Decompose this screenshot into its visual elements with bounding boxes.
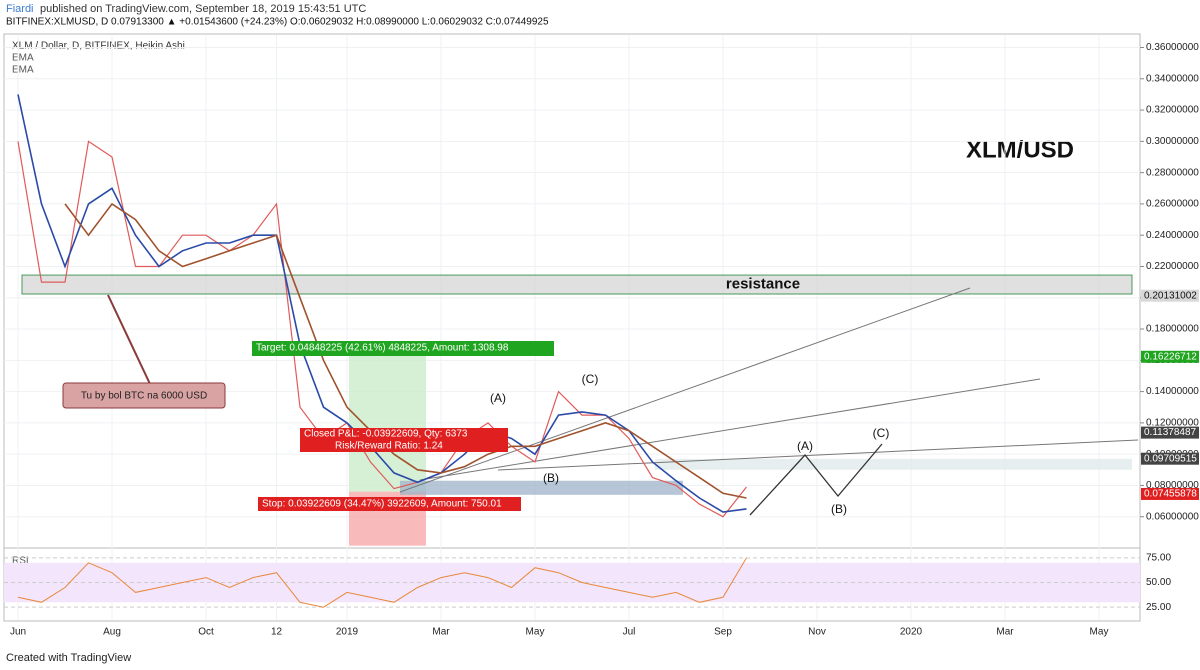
wave-label: (C) <box>582 372 599 386</box>
price-tag <box>1141 426 1199 439</box>
wave-label: (A) <box>490 391 506 405</box>
annotation-box <box>258 497 521 511</box>
annotation-box <box>300 428 508 440</box>
x-tick-label: 2020 <box>900 627 923 638</box>
price-label: 0.20131002 <box>1144 290 1197 301</box>
footer: Created with TradingView <box>6 652 131 664</box>
zone <box>655 458 1132 470</box>
zone-label: resistance <box>726 276 800 293</box>
rsi-line <box>17 557 747 608</box>
price-label: 0.09709515 <box>1144 453 1197 464</box>
x-tick-label: Nov <box>808 627 826 638</box>
chart-frame <box>3 33 1141 622</box>
wave-label: (B) <box>831 502 847 516</box>
price-tag <box>1141 487 1199 500</box>
price-line <box>17 140 747 518</box>
wave-label: (C) <box>873 426 890 440</box>
zone <box>349 355 426 492</box>
annotation: Closed P&L: -0.03922609, Qty: 6373 <box>304 429 468 440</box>
projection-path <box>749 443 883 516</box>
publisher: Fiardi <box>6 3 34 15</box>
price-tag <box>1141 289 1199 302</box>
ema-line <box>17 94 747 513</box>
legend-entry: EMA <box>12 65 34 76</box>
x-tick-label: May <box>1090 627 1109 638</box>
y-tick-label: 0.14000000 <box>1146 386 1199 397</box>
chart-title: XLM / Dollar, D, BITFINEX, Heikin Ashi <box>12 41 185 52</box>
x-tick-label: Mar <box>996 627 1014 638</box>
price-tag <box>1141 452 1199 465</box>
annotation: Stop: 0.03922609 (34.47%) 3922609, Amoun… <box>262 499 502 510</box>
y-tick-label: 75.00 <box>1146 553 1171 564</box>
y-tick-label: 0.30000000 <box>1146 136 1199 147</box>
annotation: Target: 0.04848225 (42.61%) 4848225, Amo… <box>256 343 509 354</box>
y-tick-label: 50.00 <box>1146 577 1171 588</box>
x-tick-label: Mar <box>432 627 450 638</box>
published: published on TradingView.com, September … <box>40 3 366 15</box>
y-tick-label: 0.28000000 <box>1146 167 1199 178</box>
trend-line <box>419 378 1041 481</box>
price-tag <box>1141 350 1199 363</box>
legend-entry: EMA <box>12 53 34 64</box>
x-tick-label: May <box>526 627 545 638</box>
wave-label: (B) <box>543 471 559 485</box>
y-tick-label: 0.34000000 <box>1146 73 1199 84</box>
y-tick-label: 0.36000000 <box>1146 42 1199 53</box>
y-tick-label: 0.24000000 <box>1146 230 1199 241</box>
annotation-box <box>252 341 554 356</box>
price-label: 0.07455878 <box>1144 489 1197 500</box>
y-tick-label: 0.06000000 <box>1146 511 1199 522</box>
ema-line <box>64 202 747 499</box>
zone <box>400 480 683 495</box>
trend-line <box>497 439 1139 471</box>
x-tick-label: 2019 <box>336 627 359 638</box>
y-tick-label: 0.12000000 <box>1146 418 1199 429</box>
watermark: XLM/USD <box>966 136 1074 163</box>
x-tick-label: Sep <box>714 627 732 638</box>
annotation-box <box>62 382 226 409</box>
annotation: Risk/Reward Ratio: 1.24 <box>335 441 443 452</box>
y-tick-label: 0.18000000 <box>1146 324 1199 335</box>
trend-line <box>399 287 971 493</box>
rsi-title: RSI <box>12 556 29 567</box>
x-tick-label: Jul <box>623 627 636 638</box>
callout-pointer <box>107 294 151 385</box>
x-tick-label: 12 <box>271 627 283 638</box>
y-tick-label: 25.00 <box>1146 602 1171 613</box>
symbol-line: BITFINEX:XLMUSD, D 0.07913300 ▲ +0.01543… <box>6 17 549 28</box>
wave-label: (A) <box>797 439 813 453</box>
annotation-box <box>300 440 508 452</box>
x-tick-label: Aug <box>103 627 121 638</box>
annotation: Tu by bol BTC na 6000 USD <box>81 391 207 402</box>
x-tick-label: Jun <box>10 627 26 638</box>
zone <box>21 274 1133 295</box>
y-tick-label: 0.26000000 <box>1146 199 1199 210</box>
y-tick-label: 0.32000000 <box>1146 105 1199 116</box>
price-label: 0.11378487 <box>1144 427 1197 438</box>
x-tick-label: Oct <box>198 627 214 638</box>
price-label: 0.16226712 <box>1144 351 1197 362</box>
y-tick-label: 0.22000000 <box>1146 261 1199 272</box>
y-tick-label: 0.08000000 <box>1146 480 1199 491</box>
